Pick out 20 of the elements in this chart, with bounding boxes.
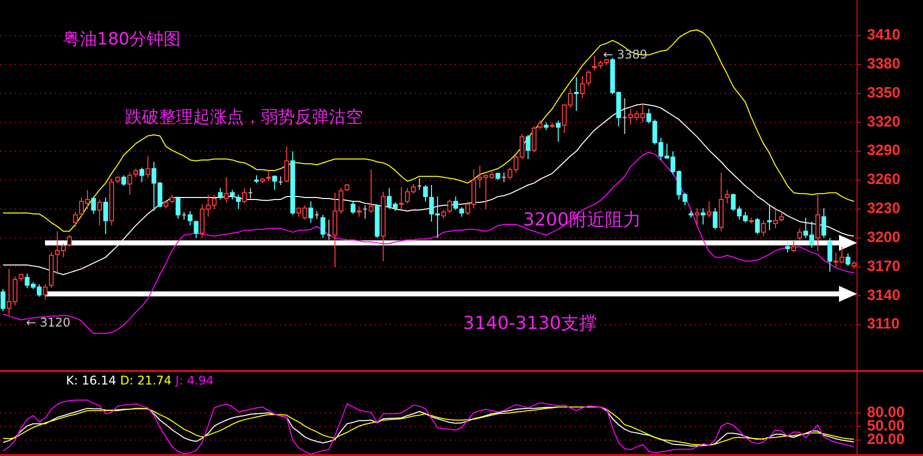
y-tick-label: 3230 [867,200,900,218]
ref-line-label: 3200附近阻力 [523,210,641,231]
text: 粤油180分钟图 [63,30,180,50]
y-tick-label: 3200 [867,228,900,246]
annotation: K: 16.14 [66,373,116,388]
annotation: J: 4.94 [174,373,214,388]
y-tick-label: 3260 [867,171,900,188]
y-tick-label: 3110 [867,316,900,333]
annotation: 跌破整理起涨点，弱势反弹沽空 [125,108,363,128]
y-tick-label: 3140 [867,286,900,304]
annotation: ← 3389 [603,47,648,62]
y-tick-label: 3170 [867,258,900,275]
ref-line-label: 3140-3130支撑 [463,312,598,334]
y-tick-label: 3320 [867,113,900,130]
y-tick-label: 3410 [867,26,900,44]
annotation: D: 21.74 [120,373,172,388]
y-tick-label: 3350 [867,84,900,102]
y-tick-label: 3290 [867,142,900,160]
annotation: ← 3120 [26,315,70,330]
y-tick-label: 3380 [867,56,900,73]
